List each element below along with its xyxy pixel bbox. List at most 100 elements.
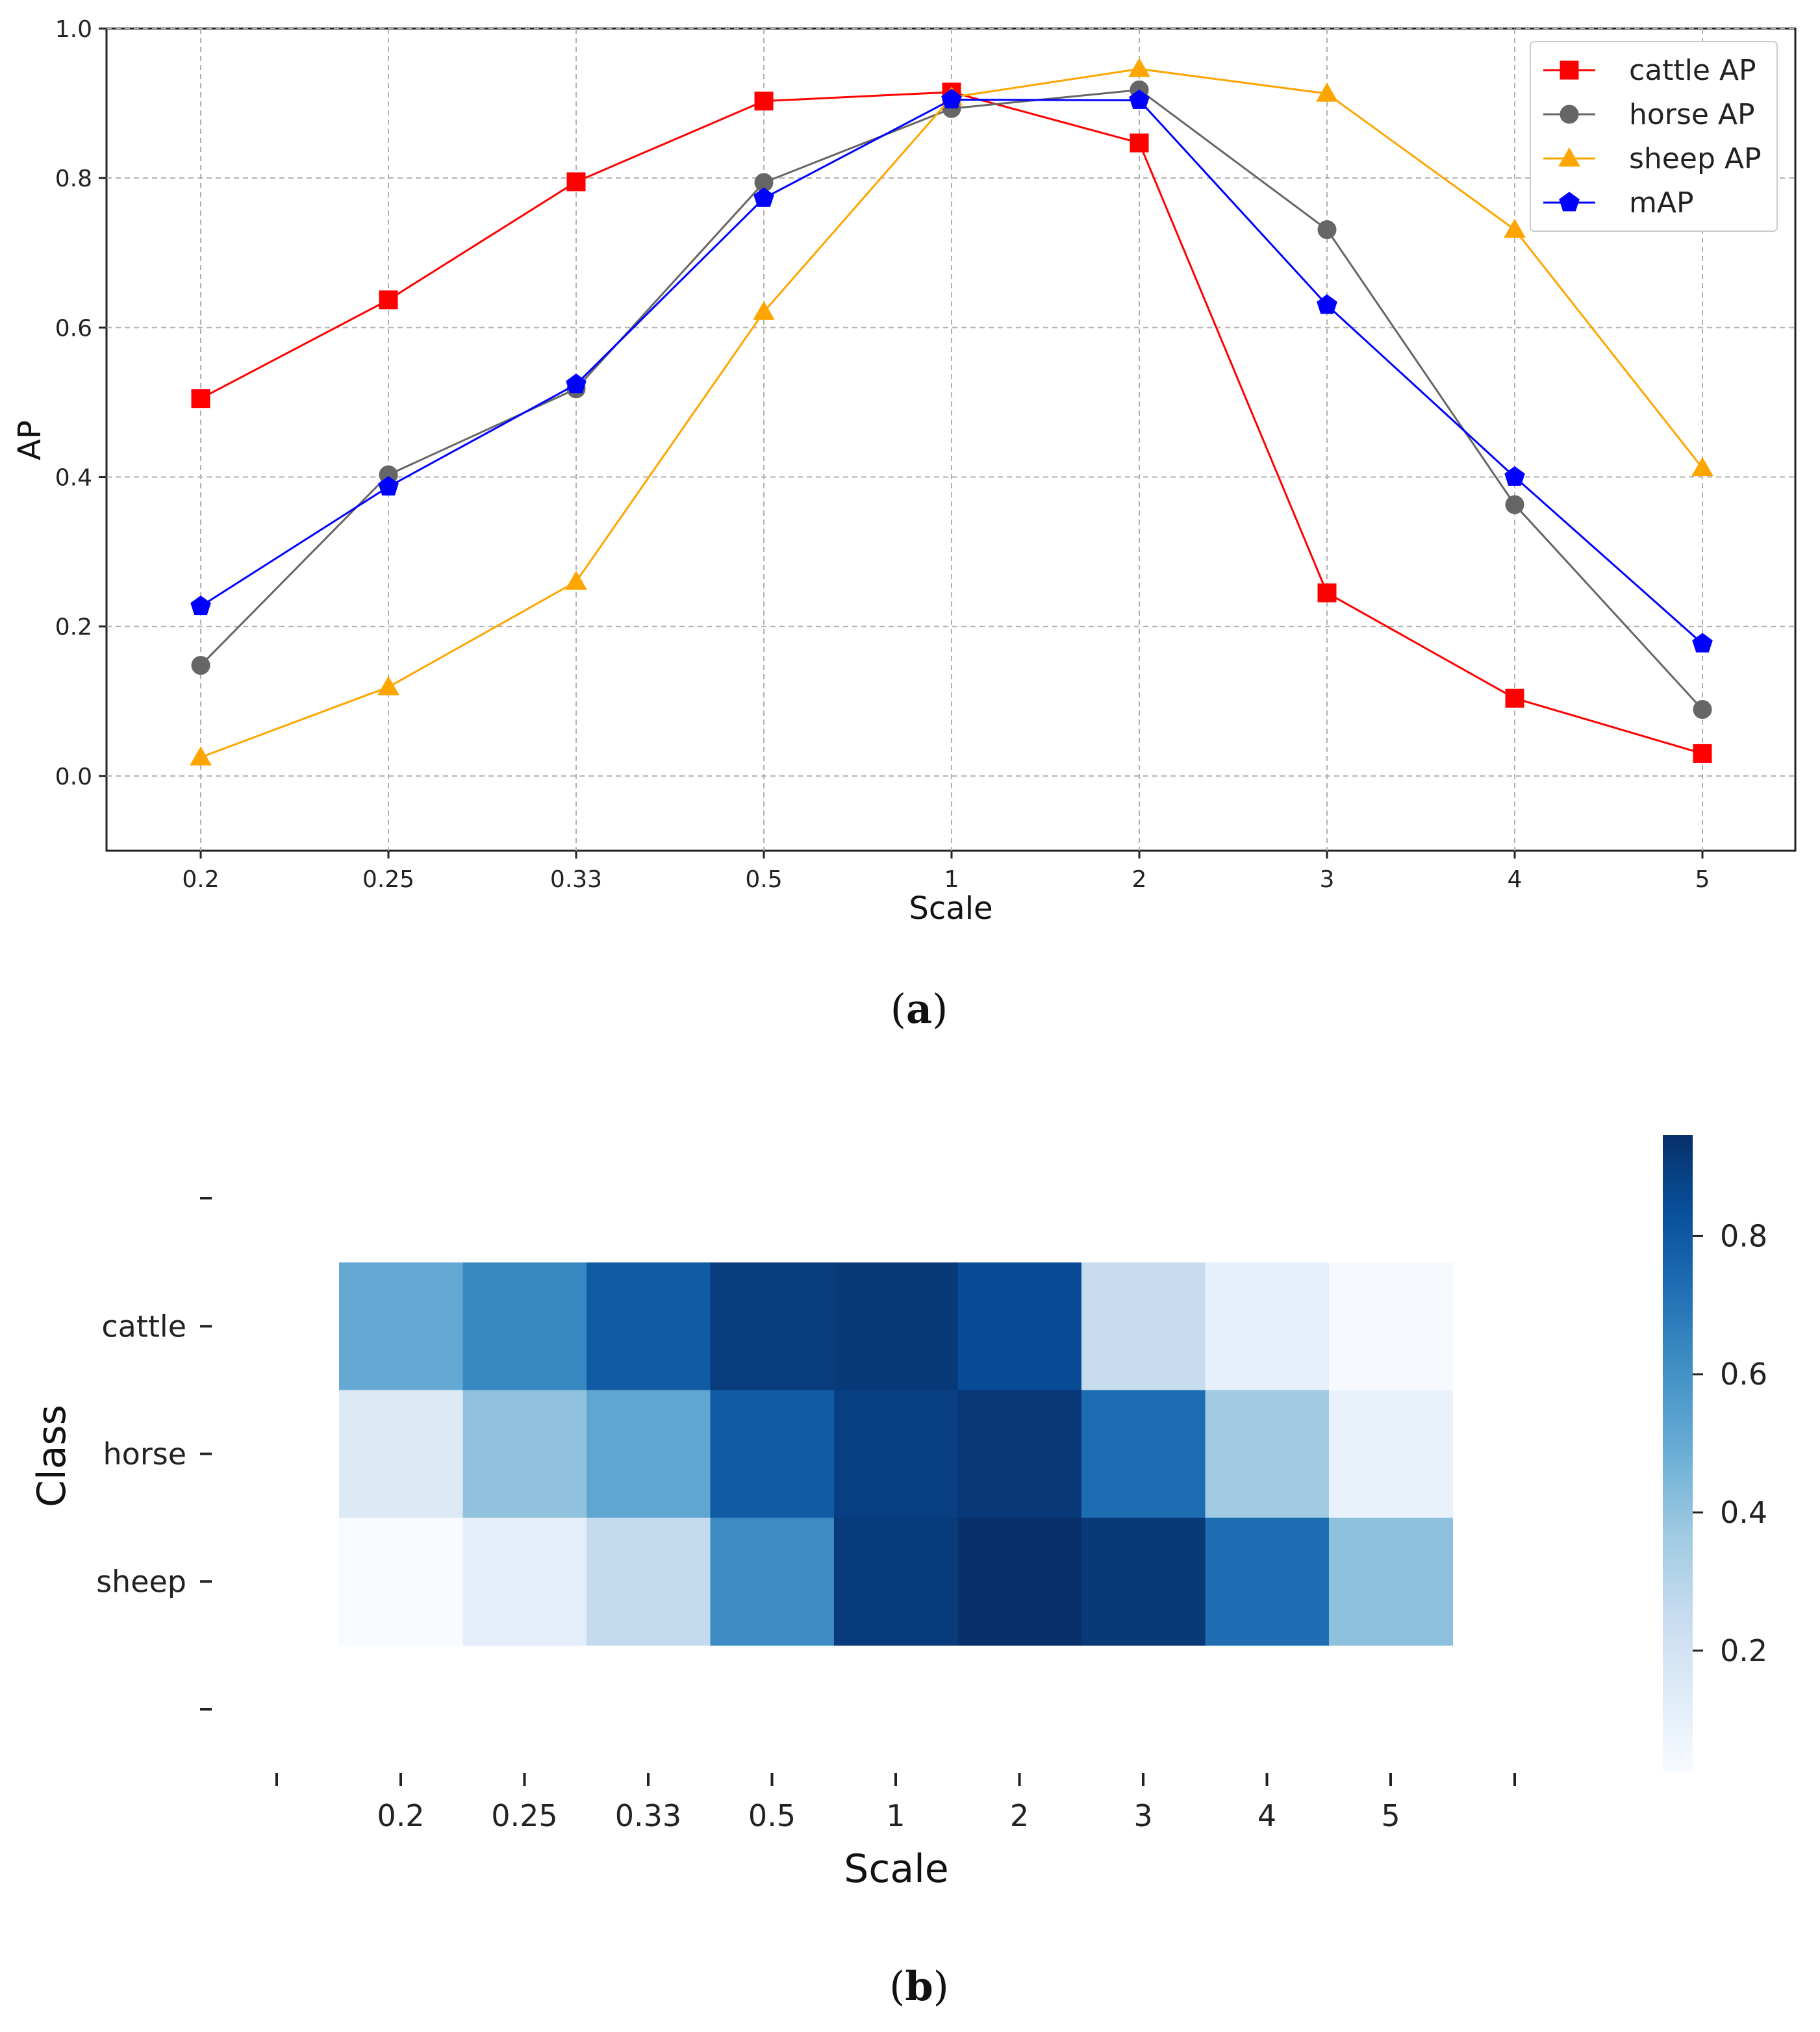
colorbar-tick-label: 0.6 <box>1720 1357 1767 1392</box>
legend-label-map: mAP <box>1629 186 1694 220</box>
heatmap-cell-cattle-0_5 <box>710 1262 835 1391</box>
data-point-map <box>190 596 211 616</box>
heatmap-cell-horse-3 <box>1081 1390 1206 1518</box>
heatmap-x-ticks: 0.2 0.25 0.33 0.5 1 2 3 4 5 <box>275 1773 1516 1833</box>
heatmap-cell-horse-0_2 <box>339 1390 464 1518</box>
data-point-map <box>1692 633 1713 653</box>
legend-label-sheep-ap: sheep AP <box>1629 142 1762 175</box>
data-point-cattle-ap <box>191 389 210 408</box>
heatmap-cell-cattle-4 <box>1205 1262 1330 1391</box>
y-axis-label: AP <box>12 420 48 460</box>
y-tick-label: 0.0 <box>55 764 92 790</box>
x-tick-label: 3 <box>1133 1798 1152 1833</box>
data-point-cattle-ap <box>1693 744 1712 763</box>
legend-marker-sheep-ap <box>1558 147 1580 167</box>
heatmap-cell-sheep-1 <box>834 1518 959 1646</box>
heatmap-cell-horse-1 <box>834 1390 959 1518</box>
heatmap-cell-horse-5 <box>1329 1390 1454 1518</box>
data-point-cattle-ap <box>566 172 586 192</box>
x-axis-label: Scale <box>909 890 992 927</box>
x-tick-label: 0.5 <box>745 866 782 893</box>
caption-b: (b) <box>889 1963 949 2010</box>
heatmap-cell-sheep-5 <box>1329 1518 1454 1646</box>
legend-marker-cattle-ap <box>1560 60 1579 80</box>
colorbar: 0.2 0.4 0.6 0.8 <box>1663 1135 1767 1772</box>
data-point-horse-ap <box>1693 699 1712 719</box>
heatmap-y-axis-label: Class <box>29 1405 75 1507</box>
legend-label-cattle-ap: cattle AP <box>1629 54 1756 87</box>
x-tick-label: 0.33 <box>550 866 602 893</box>
heatmap-cell-sheep-4 <box>1205 1518 1330 1646</box>
data-point-cattle-ap <box>1130 133 1149 153</box>
heatmap-cell-horse-0_33 <box>587 1390 711 1518</box>
series-group <box>190 58 1713 766</box>
x-tick-label: 4 <box>1508 866 1523 893</box>
data-point-map <box>378 475 399 495</box>
colorbar-tick-label: 0.8 <box>1720 1218 1767 1253</box>
data-point-sheep-ap <box>190 746 212 766</box>
data-point-map <box>1129 89 1150 109</box>
x-tick-label: 0.25 <box>362 866 414 893</box>
data-point-sheep-ap <box>753 301 775 320</box>
data-point-map <box>941 88 962 108</box>
data-point-cattle-ap <box>1317 583 1337 603</box>
colorbar-gradient <box>1663 1135 1693 1772</box>
x-tick-label: 0.5 <box>748 1798 796 1833</box>
legend-box <box>1530 41 1778 232</box>
data-point-horse-ap <box>191 656 210 675</box>
heatmap-cell-sheep-0_5 <box>710 1518 835 1646</box>
y-tick-label-cattle: cattle <box>101 1309 186 1344</box>
legend-marker-map <box>1559 192 1580 212</box>
x-tick-label: 0.25 <box>491 1798 557 1833</box>
data-point-sheep-ap <box>1316 82 1338 102</box>
heatmap-y-ticks: cattle horse sheep <box>96 1197 212 1711</box>
data-point-map <box>1317 294 1337 314</box>
data-point-map <box>1504 466 1525 486</box>
y-tick-label: 0.4 <box>55 465 92 492</box>
x-tick-label: 2 <box>1132 866 1147 893</box>
data-point-cattle-ap <box>379 290 398 310</box>
heatmap-x-axis-label: Scale <box>844 1846 948 1892</box>
heatmap-cell-horse-0_25 <box>462 1390 587 1518</box>
heatmap-cells <box>339 1262 1454 1646</box>
y-tick-label: 1.0 <box>55 16 92 43</box>
y-axis-ticks: 0.0 0.2 0.4 0.6 0.8 1.0 <box>55 16 107 790</box>
data-point-sheep-ap <box>377 675 399 696</box>
x-tick-label: 1 <box>886 1798 905 1833</box>
y-tick-label-horse: horse <box>103 1436 186 1472</box>
heatmap-cell-cattle-3 <box>1081 1262 1206 1391</box>
data-point-map <box>566 373 587 394</box>
y-tick-label-sheep: sheep <box>96 1564 186 1599</box>
caption-a: (a) <box>891 985 948 1033</box>
x-axis-ticks: 0.2 0.25 0.33 0.5 1 2 3 4 5 <box>182 851 1710 893</box>
x-tick-label: 0.2 <box>377 1798 424 1833</box>
x-tick-label: 2 <box>1010 1798 1029 1833</box>
x-tick-label: 5 <box>1381 1798 1400 1833</box>
heatmap-cell-sheep-3 <box>1081 1518 1206 1646</box>
legend-marker-horse-ap <box>1560 105 1579 124</box>
series-horse-ap <box>191 80 1712 719</box>
heatmap: cattle horse sheep 0.2 0.25 0.33 0.5 1 2 3 4 5 Sca… <box>29 1135 1767 1892</box>
y-tick-label: 0.8 <box>55 166 92 192</box>
legend: cattle AP horse AP sheep AP mAP <box>1530 41 1778 232</box>
legend-label-horse-ap: horse AP <box>1629 98 1755 131</box>
heatmap-cell-horse-0_5 <box>710 1390 835 1518</box>
data-point-sheep-ap <box>1691 457 1713 477</box>
data-point-sheep-ap <box>565 570 587 590</box>
heatmap-cell-sheep-0_33 <box>587 1518 711 1646</box>
x-tick-label: 4 <box>1258 1798 1276 1833</box>
heatmap-cell-cattle-1 <box>834 1262 959 1391</box>
series-map <box>190 88 1713 653</box>
data-point-sheep-ap <box>1504 218 1526 238</box>
heatmap-cell-sheep-2 <box>957 1518 1082 1646</box>
heatmap-cell-sheep-0_25 <box>462 1518 587 1646</box>
colorbar-ticks: 0.2 0.4 0.6 0.8 <box>1693 1218 1767 1668</box>
data-point-cattle-ap <box>1505 688 1524 708</box>
x-tick-label: 0.33 <box>615 1798 681 1833</box>
heatmap-cell-horse-2 <box>957 1390 1082 1518</box>
data-point-map <box>753 187 774 207</box>
data-point-horse-ap <box>1317 220 1337 240</box>
data-point-sheep-ap <box>1128 58 1150 77</box>
heatmap-cell-horse-4 <box>1205 1390 1330 1518</box>
